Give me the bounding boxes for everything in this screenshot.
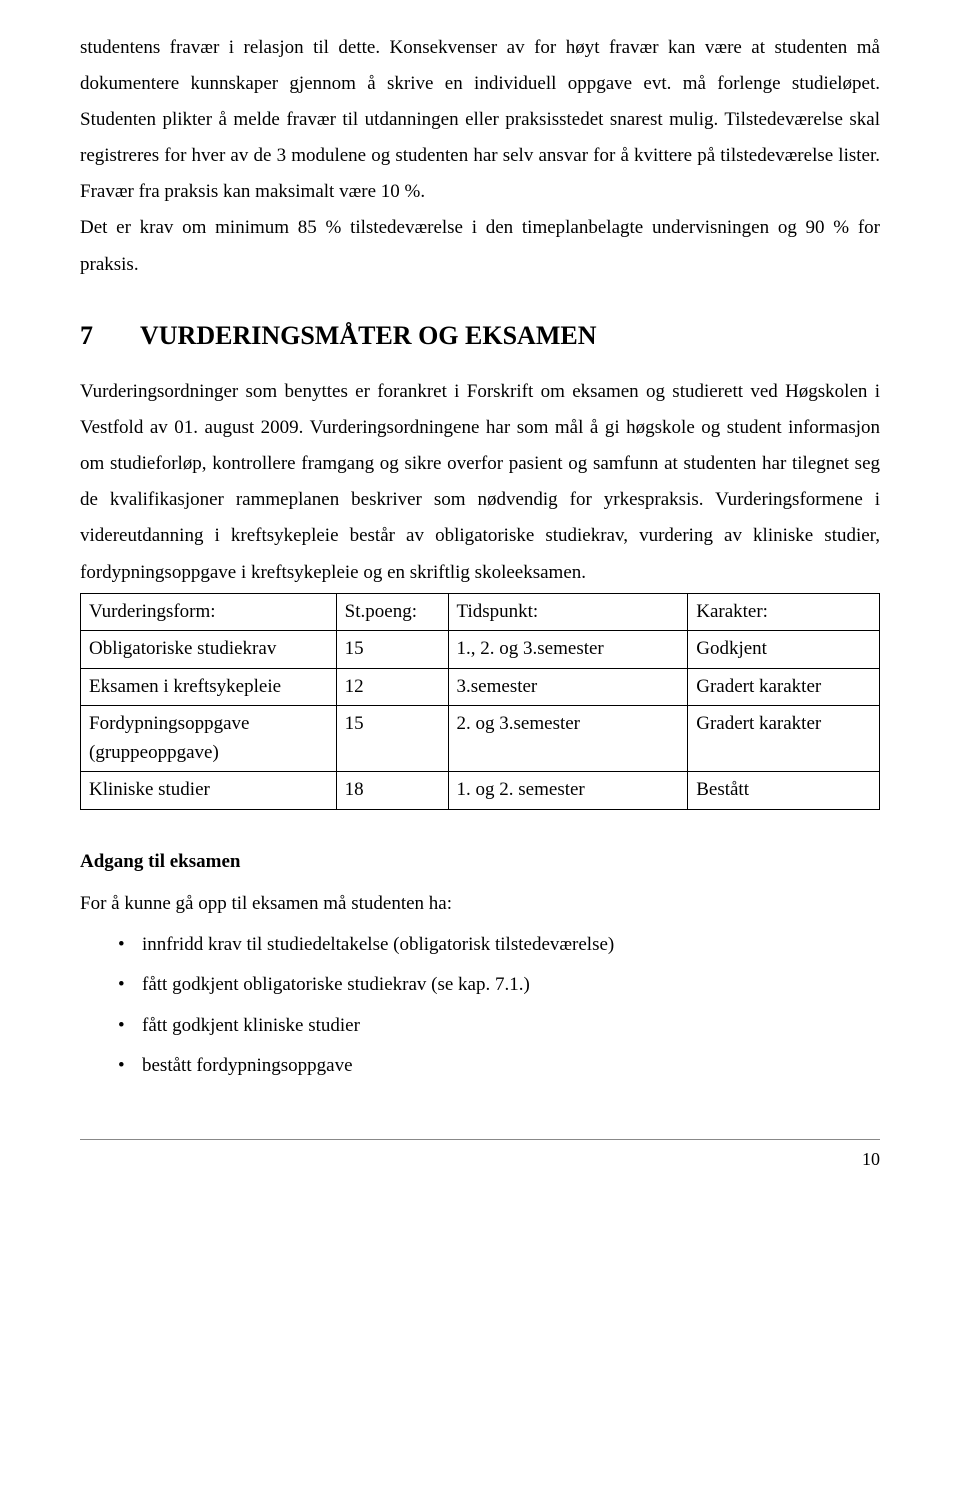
table-header-cell: St.poeng: <box>336 593 448 631</box>
table-cell: 18 <box>336 772 448 810</box>
table-cell: Gradert karakter <box>688 668 880 706</box>
table-header-cell: Tidspunkt: <box>448 593 688 631</box>
table-cell: 12 <box>336 668 448 706</box>
table-cell: Kliniske studier <box>81 772 337 810</box>
table-cell: Bestått <box>688 772 880 810</box>
list-item: bestått fordypningsoppgave <box>118 1051 880 1081</box>
table-row: Kliniske studier 18 1. og 2. semester Be… <box>81 772 880 810</box>
table-header-cell: Karakter: <box>688 593 880 631</box>
body-paragraph-2: Det er krav om minimum 85 % tilstedevære… <box>80 210 880 282</box>
table-cell: Fordypningsoppgave (gruppeoppgave) <box>81 706 337 772</box>
table-cell: 1., 2. og 3.semester <box>448 631 688 669</box>
requirements-list: innfridd krav til studiedeltakelse (obli… <box>80 930 880 1082</box>
table-row: Fordypningsoppgave (gruppeoppgave) 15 2.… <box>81 706 880 772</box>
body-paragraph-1: studentens fravær i relasjon til dette. … <box>80 30 880 210</box>
subheading-exam-access: Adgang til eksamen <box>80 844 880 880</box>
table-cell: 15 <box>336 631 448 669</box>
table-row: Obligatoriske studiekrav 15 1., 2. og 3.… <box>81 631 880 669</box>
list-item: fått godkjent kliniske studier <box>118 1011 880 1041</box>
page-footer: 10 <box>80 1139 880 1176</box>
table-cell: 1. og 2. semester <box>448 772 688 810</box>
table-row: Eksamen i kreftsykepleie 12 3.semester G… <box>81 668 880 706</box>
table-cell: 2. og 3.semester <box>448 706 688 772</box>
table-cell: 15 <box>336 706 448 772</box>
table-cell: Gradert karakter <box>688 706 880 772</box>
body-paragraph-3: Vurderingsordninger som benyttes er fora… <box>80 374 880 591</box>
section-title: VURDERINGSMÅTER OG EKSAMEN <box>140 321 597 350</box>
list-item: innfridd krav til studiedeltakelse (obli… <box>118 930 880 960</box>
table-header-cell: Vurderingsform: <box>81 593 337 631</box>
assessment-table: Vurderingsform: St.poeng: Tidspunkt: Kar… <box>80 593 880 810</box>
table-header-row: Vurderingsform: St.poeng: Tidspunkt: Kar… <box>81 593 880 631</box>
intro-line: For å kunne gå opp til eksamen må studen… <box>80 886 880 922</box>
section-number: 7 <box>80 311 140 360</box>
table-cell: Godkjent <box>688 631 880 669</box>
table-cell: Obligatoriske studiekrav <box>81 631 337 669</box>
list-item: fått godkjent obligatoriske studiekrav (… <box>118 970 880 1000</box>
table-cell: Eksamen i kreftsykepleie <box>81 668 337 706</box>
section-heading: 7VURDERINGSMÅTER OG EKSAMEN <box>80 311 880 360</box>
page-number: 10 <box>862 1149 880 1169</box>
table-cell: 3.semester <box>448 668 688 706</box>
